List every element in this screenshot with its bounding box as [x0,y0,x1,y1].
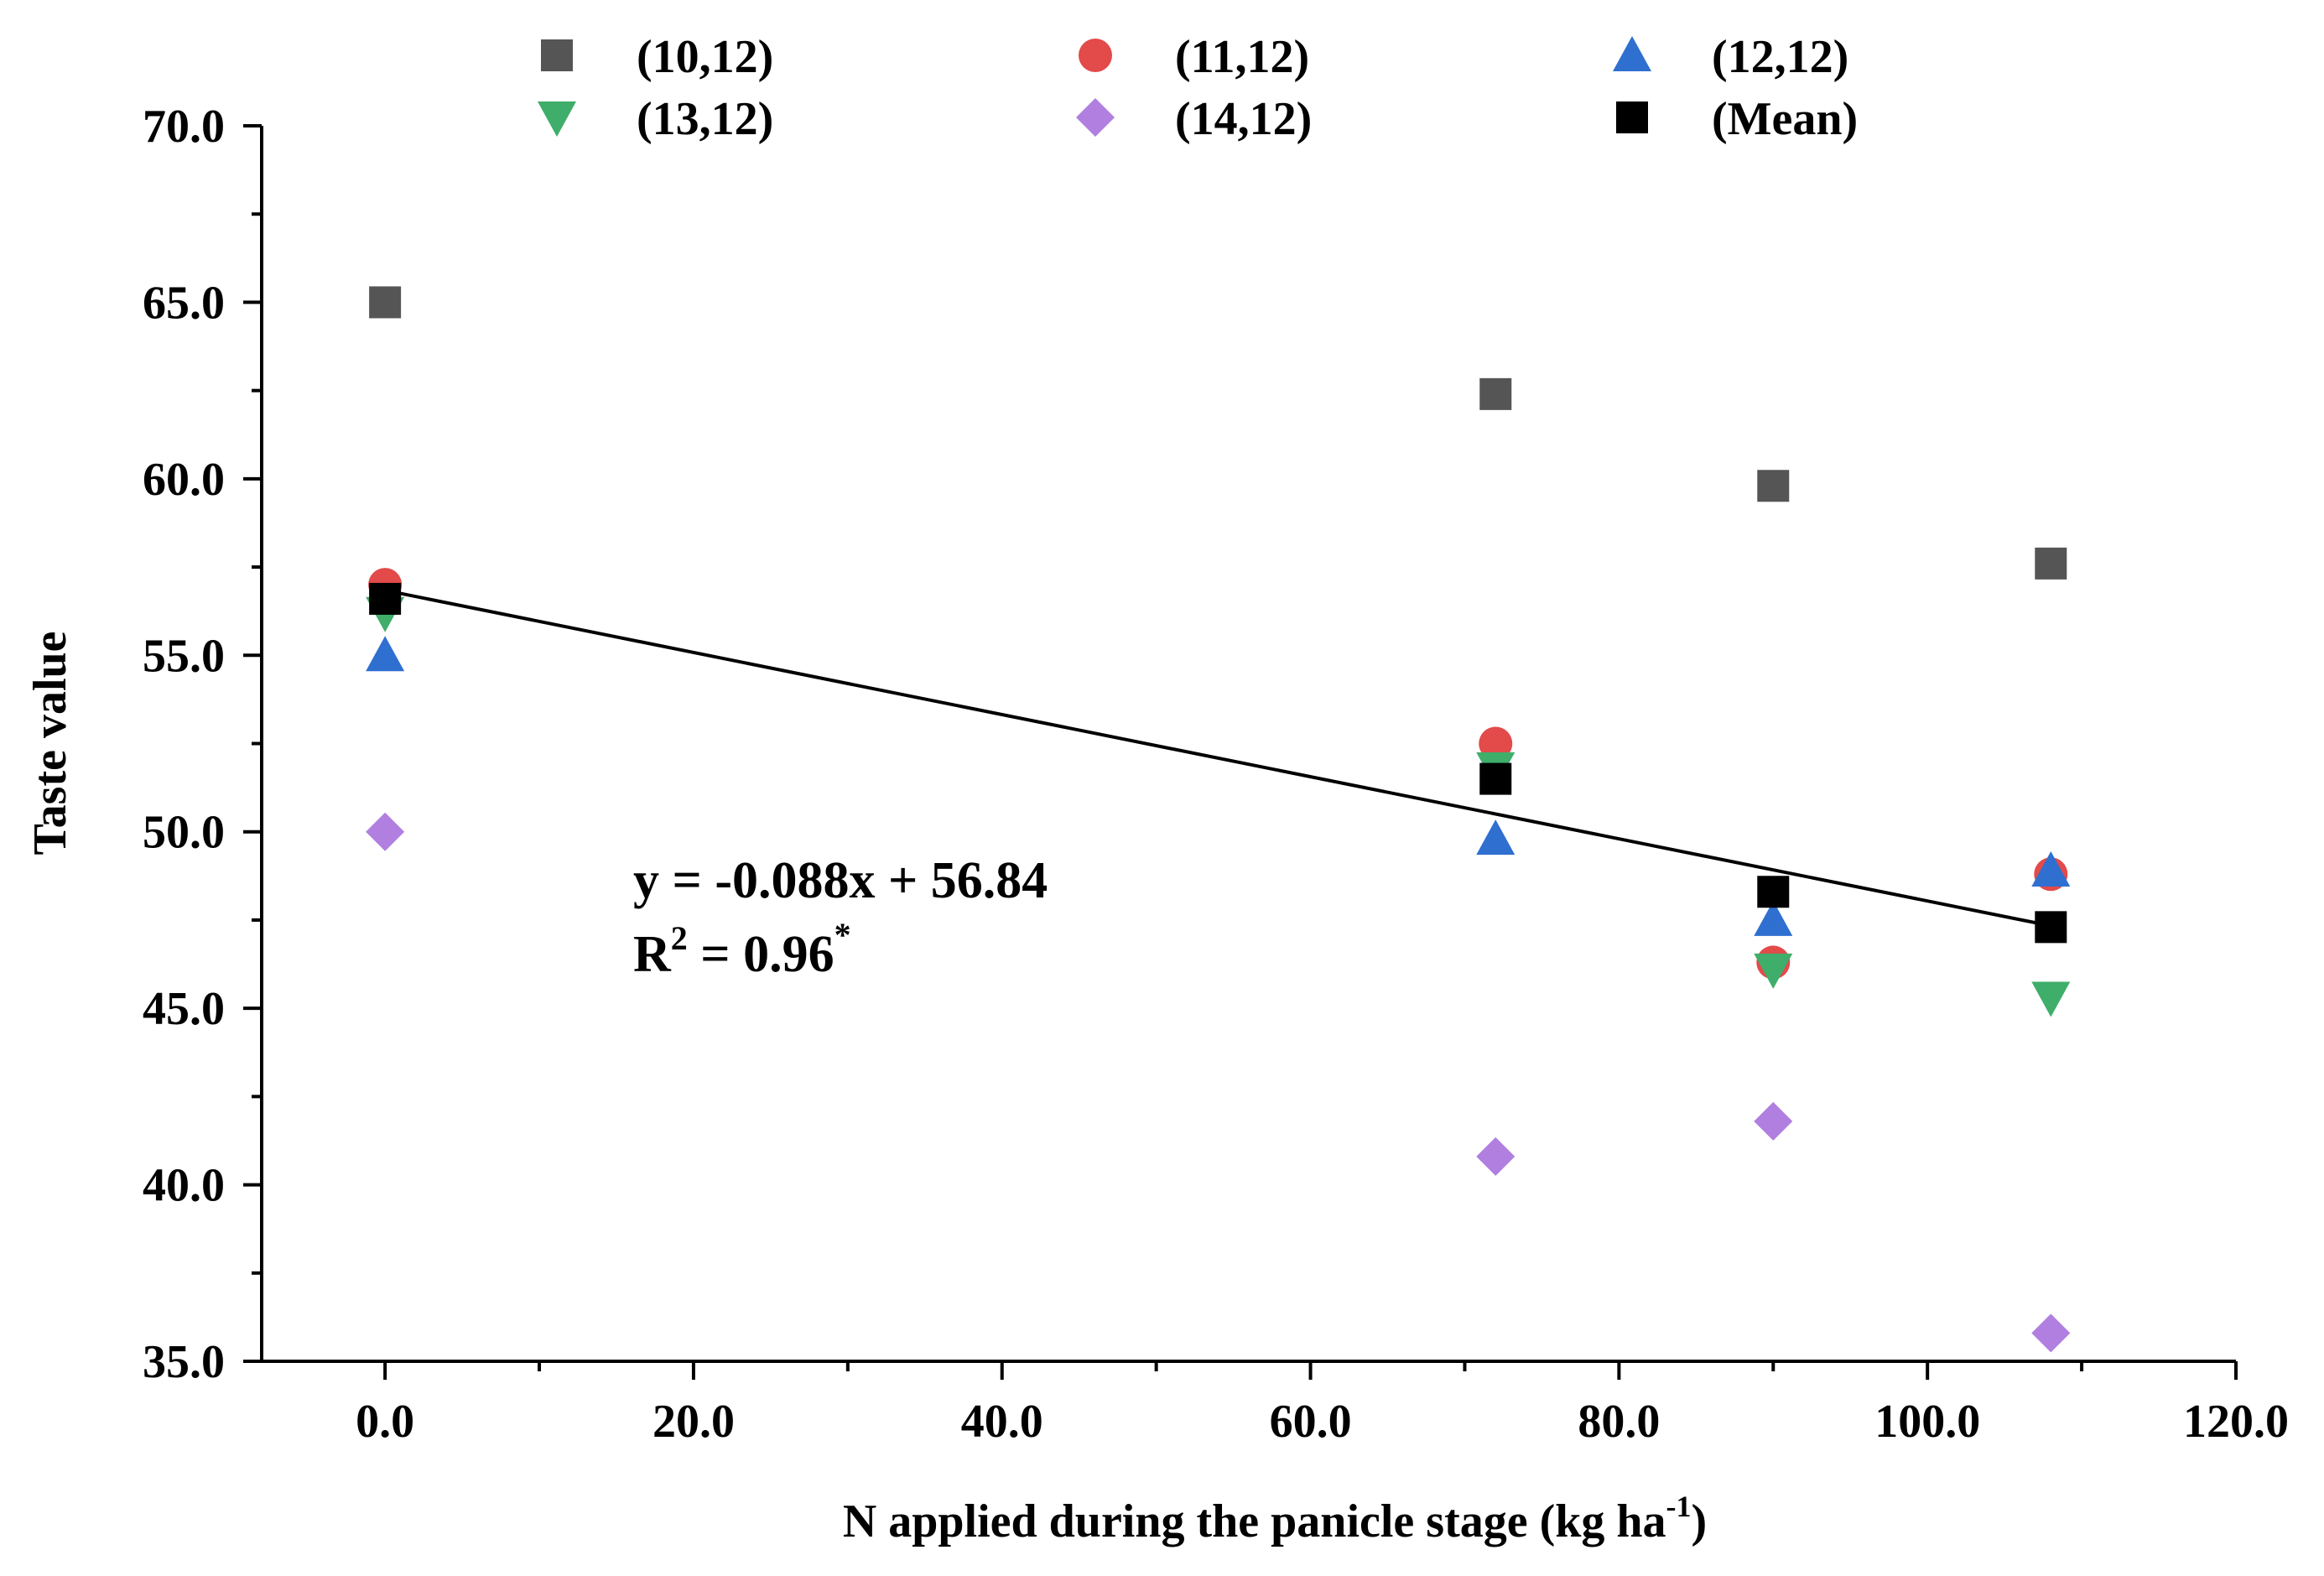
legend-label: (Mean) [1712,93,1858,145]
legend-label: (12,12) [1712,31,1848,83]
y-axis-title: Taste value [24,631,76,855]
legend-marker [1076,98,1115,137]
r-squared-prefix: R [633,926,672,983]
x-tick-label: 40.0 [961,1396,1043,1448]
x-tick-label: 0.0 [356,1396,414,1448]
data-points [366,286,2071,1353]
legend-item: (14,12) [1076,93,1312,145]
legend-marker [541,39,573,71]
data-point [2035,911,2067,944]
data-point [2031,1313,2071,1353]
data-point [2031,981,2071,1017]
r-squared-label: R2 = 0.96* [633,916,851,983]
y-tick-label: 50.0 [143,807,225,859]
data-point [1476,819,1516,856]
y-tick-label: 40.0 [143,1160,225,1212]
axes [260,126,2236,1363]
legend-item: (12,12) [1613,31,1848,83]
series-2 [366,636,2071,936]
y-tick-label: 60.0 [143,454,225,506]
x-tick-label: 80.0 [1578,1396,1660,1448]
legend-item: (Mean) [1616,93,1858,145]
y-tick-label: 65.0 [143,277,225,329]
data-point [1757,876,1790,908]
legend-label: (11,12) [1175,31,1309,83]
legend-label: (14,12) [1175,93,1312,145]
x-axis-title-close: ) [1692,1495,1708,1547]
ticks: 0.0 20.0 40.0 60.0 80.0 100.0 120.0 35.0 40.0 45.… [143,101,2289,1448]
data-point [1479,762,1512,795]
y-tick-label: 55.0 [143,630,225,682]
y-tick-label: 45.0 [143,983,225,1035]
series-3 [366,596,2071,1017]
legend-marker [1613,36,1651,71]
data-point [1754,900,1793,936]
legend-label: (10,12) [637,31,773,83]
x-axis-title: N applied during the panicle stage (kg h… [843,1490,1707,1547]
r-squared-value: = 0.96 [688,926,834,983]
data-point [366,812,405,851]
regression-line [384,588,2051,928]
legend-item: (13,12) [538,93,773,145]
data-point [2031,851,2071,887]
y-tick-label: 35.0 [143,1336,225,1388]
data-point [366,636,405,672]
x-tick-label: 100.0 [1874,1396,1980,1448]
series-4 [366,812,2071,1353]
legend-item: (10,12) [541,31,773,83]
legend-marker [538,101,576,137]
legend: (10,12) (11,12) (12,12) (13,12) (14,12) (Mean… [538,31,1858,145]
data-point [1476,1136,1516,1176]
series-0 [369,286,2067,580]
data-point [1754,953,1793,989]
x-axis-title-main: N applied during the panicle stage (kg h… [843,1495,1666,1547]
series-1 [368,568,2068,980]
fit-line-group [384,588,2051,928]
significance-mark: * [834,916,851,954]
x-tick-label: 20.0 [652,1396,735,1448]
data-point [2035,547,2067,580]
data-point [1754,1101,1793,1141]
series-5 [369,582,2067,944]
x-tick-label: 120.0 [2183,1396,2289,1448]
x-axis-title-sup: -1 [1666,1490,1692,1523]
data-point [369,582,402,615]
data-point [1757,470,1790,502]
data-point [1479,726,1513,761]
data-point [1479,377,1512,410]
y-tick-label: 70.0 [143,101,225,153]
legend-label: (13,12) [637,93,773,145]
data-point [369,286,402,319]
regression-equation: y = -0.088x + 56.84 [633,852,1048,909]
legend-marker [1616,101,1648,133]
legend-item: (11,12) [1079,31,1309,83]
legend-marker [1079,39,1112,72]
r-squared-exponent: 2 [671,919,688,957]
x-tick-label: 60.0 [1270,1396,1352,1448]
